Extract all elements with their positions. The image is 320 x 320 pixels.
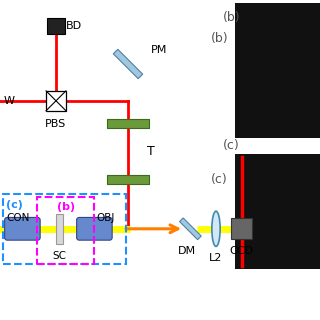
Bar bbox=[231, 219, 252, 239]
Text: (c): (c) bbox=[211, 173, 228, 186]
Text: BD: BD bbox=[66, 20, 82, 31]
Text: (c): (c) bbox=[6, 200, 23, 210]
Bar bbox=[46, 91, 66, 111]
Text: PBS: PBS bbox=[45, 119, 67, 129]
Bar bbox=[107, 119, 149, 128]
Bar bbox=[235, 3, 320, 138]
Text: CON: CON bbox=[6, 213, 30, 223]
Bar bbox=[235, 154, 320, 269]
FancyBboxPatch shape bbox=[77, 218, 112, 240]
Text: PM: PM bbox=[150, 44, 167, 55]
Bar bbox=[56, 214, 63, 244]
Text: CCD: CCD bbox=[230, 246, 253, 256]
Bar bbox=[107, 175, 149, 184]
Bar bbox=[3, 194, 126, 264]
Text: (b): (b) bbox=[222, 11, 240, 24]
Bar bbox=[47, 18, 65, 34]
Text: DM: DM bbox=[178, 246, 196, 256]
FancyBboxPatch shape bbox=[5, 218, 40, 240]
Polygon shape bbox=[113, 49, 143, 79]
Polygon shape bbox=[180, 218, 201, 240]
Text: (b): (b) bbox=[210, 32, 228, 45]
Text: L2: L2 bbox=[209, 253, 223, 263]
Text: (c): (c) bbox=[222, 139, 239, 152]
Bar bbox=[37, 197, 94, 264]
Text: T: T bbox=[147, 145, 155, 158]
Text: SC: SC bbox=[52, 251, 66, 261]
Text: OBJ: OBJ bbox=[96, 213, 114, 223]
Text: (b): (b) bbox=[57, 202, 75, 212]
Text: W: W bbox=[3, 96, 14, 106]
Ellipse shape bbox=[212, 211, 220, 246]
